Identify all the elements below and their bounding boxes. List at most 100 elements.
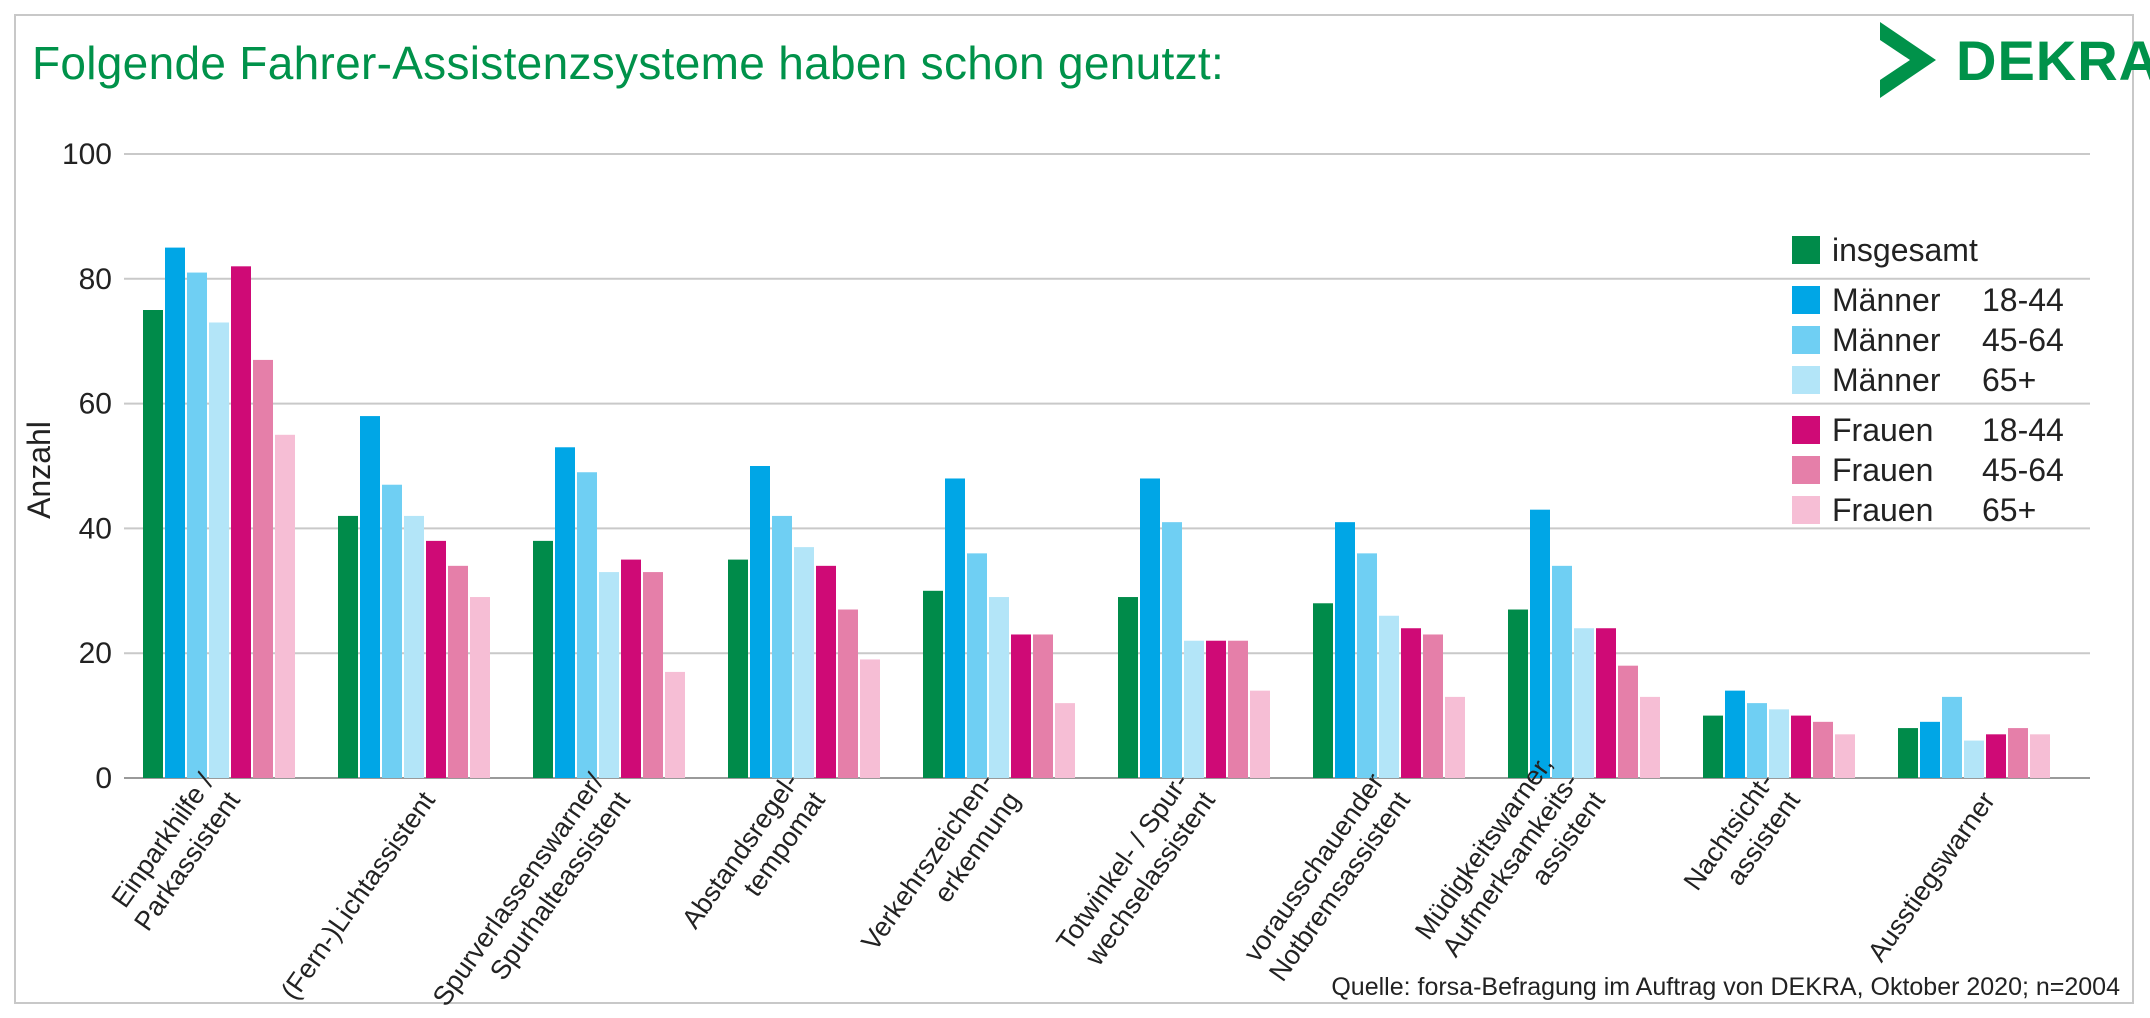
- bar: [1228, 640, 1248, 778]
- legend-swatch: [1792, 236, 1820, 264]
- category-label: (Fern-)Lichtassistent: [275, 786, 441, 1005]
- bar: [1813, 721, 1833, 778]
- y-tick-label: 20: [79, 637, 112, 670]
- bar: [187, 272, 207, 778]
- legend-series-name: Frauen: [1832, 411, 1934, 448]
- bar: [448, 565, 468, 778]
- legend-series-name: Männer: [1832, 361, 1941, 398]
- chart-title: Folgende Fahrer-Assistenzsysteme haben s…: [32, 37, 1225, 89]
- bar: [470, 597, 490, 778]
- bar: [165, 247, 185, 779]
- bar: [1335, 522, 1355, 778]
- category-label: Einparkhilfe /Parkassistent: [102, 767, 246, 936]
- bar: [643, 572, 663, 778]
- bar: [1791, 715, 1811, 778]
- bar: [577, 472, 597, 778]
- bar: [338, 515, 358, 778]
- bar: [1747, 703, 1767, 778]
- bar: [404, 515, 424, 778]
- bar: [1769, 709, 1789, 778]
- category-label: Müdigkeitswarner,Aufmerksamkeits-assiste…: [1409, 749, 1611, 982]
- legend-age-group: 18-44: [1982, 411, 2064, 448]
- bar: [1596, 628, 1616, 778]
- bar: [2030, 734, 2050, 778]
- bar: [209, 322, 229, 778]
- dekra-logo-icon: [1880, 22, 1936, 98]
- legend-age-group: 18-44: [1982, 281, 2064, 318]
- bar: [1964, 740, 1984, 778]
- bar: [1618, 665, 1638, 778]
- bar: [1055, 703, 1075, 778]
- bar: [1423, 634, 1443, 778]
- bar: [1640, 696, 1660, 778]
- legend-age-group: 65+: [1982, 491, 2037, 528]
- bar: [1508, 609, 1528, 778]
- bar: [1140, 478, 1160, 778]
- legend-item: Frauen 45-64: [1792, 450, 2064, 490]
- bar: [426, 540, 446, 778]
- chart-frame: [14, 14, 2134, 1004]
- source-note: Quelle: forsa-Befragung im Auftrag von D…: [1331, 973, 2120, 1001]
- logo-text: DEKRA: [1956, 29, 2150, 92]
- bar: [599, 572, 619, 778]
- y-tick-label: 80: [79, 263, 112, 296]
- legend-age-group: 65+: [1982, 361, 2037, 398]
- category-label: Totwinkel- / Spur-wechselassistent: [1050, 767, 1221, 974]
- category-label: Spurverlassenswarner/Spurhalteassistent: [427, 767, 636, 1018]
- bar: [816, 565, 836, 778]
- legend-series-name: Frauen: [1832, 491, 1934, 528]
- legend-age-group: 45-64: [1982, 321, 2064, 358]
- bar: [621, 559, 641, 778]
- bar: [275, 434, 295, 778]
- y-tick-label: 0: [95, 762, 112, 795]
- bar: [1574, 628, 1594, 778]
- bar: [1118, 597, 1138, 778]
- category-label: Abstandsregel-tempomat: [676, 767, 831, 952]
- bar: [231, 266, 251, 778]
- legend-item: Frauen 65+: [1792, 490, 2036, 530]
- legend-item: insgesamt: [1792, 230, 1982, 270]
- y-tick-label: 40: [79, 512, 112, 545]
- bar: [360, 416, 380, 778]
- dekra-logo: DEKRA: [1876, 18, 2150, 104]
- legend-item: Männer 18-44: [1792, 280, 2064, 320]
- y-axis-label: Anzahl: [21, 421, 57, 519]
- legend-item: Männer 45-64: [1792, 320, 2064, 360]
- bar: [945, 478, 965, 778]
- bar: [1250, 690, 1270, 778]
- bar: [1033, 634, 1053, 778]
- bar: [253, 359, 273, 778]
- bar: [838, 609, 858, 778]
- category-label: vorausschauenderNotbremsassistent: [1237, 767, 1416, 986]
- bar: [1313, 603, 1333, 778]
- bar: [665, 671, 685, 778]
- bar: [143, 310, 163, 778]
- legend-item: Frauen 18-44: [1792, 410, 2064, 450]
- bar: [794, 547, 814, 778]
- bar: [1835, 734, 1855, 778]
- legend-series-name: Männer: [1832, 281, 1941, 318]
- legend-series-name: insgesamt: [1832, 231, 1978, 268]
- bar: [1725, 690, 1745, 778]
- legend-series-name: Frauen: [1832, 451, 1934, 488]
- bar: [1530, 509, 1550, 778]
- category-label: Ausstiegswarner: [1862, 786, 2001, 967]
- bar: [989, 597, 1009, 778]
- bar: [1206, 640, 1226, 778]
- legend-swatch: [1792, 496, 1820, 524]
- bar: [923, 590, 943, 778]
- bar: [1184, 640, 1204, 778]
- bar: [1357, 553, 1377, 778]
- bar: [1445, 696, 1465, 778]
- bar: [1920, 721, 1940, 778]
- legend-series-name: Männer: [1832, 321, 1941, 358]
- bar: [1986, 734, 2006, 778]
- bar: [1011, 634, 1031, 778]
- y-tick-label: 100: [62, 138, 112, 171]
- legend-swatch: [1792, 366, 1820, 394]
- bar: [1552, 565, 1572, 778]
- category-label: Verkehrszeichen-erkennung: [855, 768, 1025, 974]
- bar: [1703, 715, 1723, 778]
- bar: [555, 447, 575, 778]
